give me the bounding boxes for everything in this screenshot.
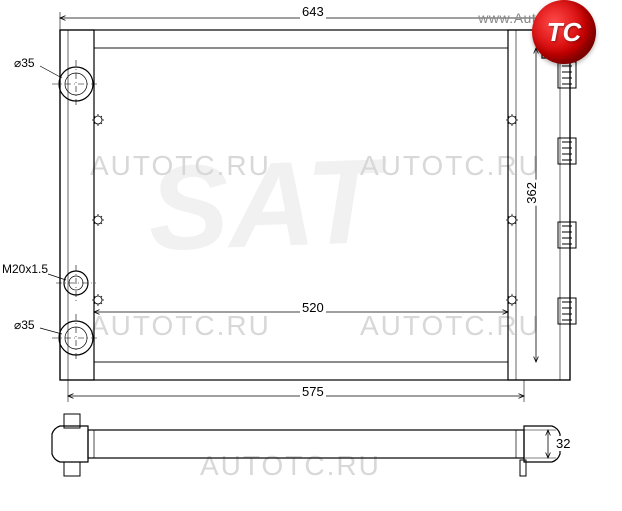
logo-badge: TC	[532, 0, 596, 64]
dim-inner-width: 520	[300, 300, 326, 315]
port-bot-label: ⌀35	[14, 318, 35, 332]
port-mid-label: M20x1.5	[2, 262, 48, 276]
port-top-label: ⌀35	[14, 56, 35, 70]
logo-text: TC	[547, 17, 582, 48]
dim-bottom-width: 575	[300, 384, 326, 399]
dim-right-height: 362	[524, 180, 539, 206]
svg-text:SAT: SAT	[146, 134, 390, 276]
dim-top-overall: 643	[300, 4, 326, 19]
technical-drawing: SAT	[0, 0, 622, 511]
dim-side-thickness: 32	[554, 436, 572, 451]
